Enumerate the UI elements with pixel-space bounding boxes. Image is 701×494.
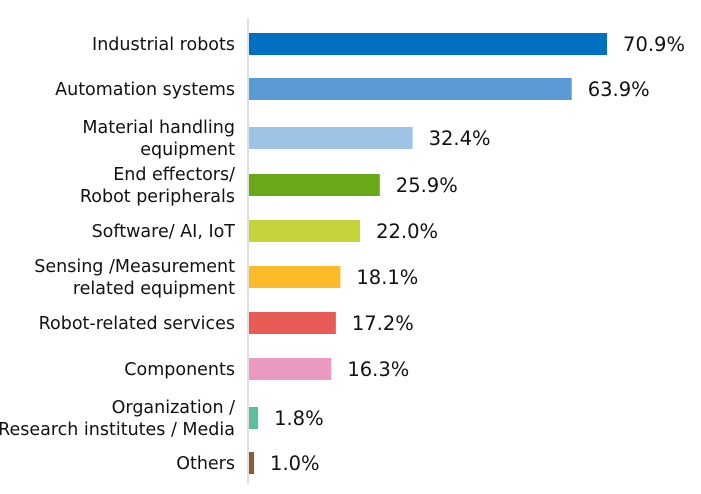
value-label-6: 17.2% xyxy=(352,312,414,335)
bar-4 xyxy=(249,220,361,242)
category-label-5: Sensing /Measurement related equipment xyxy=(34,257,235,299)
bar-7 xyxy=(249,358,332,380)
category-label-8: Organization / Research institutes / Medi… xyxy=(0,398,235,440)
bar-9 xyxy=(249,452,255,474)
value-label-5: 18.1% xyxy=(356,266,418,289)
category-label-2: Material handling equipment xyxy=(82,118,235,160)
value-label-2: 32.4% xyxy=(429,127,491,150)
category-label-7: Components xyxy=(124,360,235,380)
value-label-0: 70.9% xyxy=(623,33,685,56)
value-label-8: 1.8% xyxy=(274,407,324,430)
value-label-9: 1.0% xyxy=(270,452,320,475)
bar-2 xyxy=(249,127,413,149)
category-label-4: Software/ AI, IoT xyxy=(92,222,236,242)
bar-6 xyxy=(249,312,336,334)
bar-0 xyxy=(249,33,608,55)
category-label-6: Robot-related services xyxy=(39,314,235,334)
bar-8 xyxy=(249,407,259,429)
bar-5 xyxy=(249,266,341,288)
bar-3 xyxy=(249,174,380,196)
value-label-3: 25.9% xyxy=(396,174,458,197)
value-label-4: 22.0% xyxy=(376,220,438,243)
value-label-1: 63.9% xyxy=(588,78,650,101)
category-label-1: Automation systems xyxy=(55,80,235,100)
category-label-0: Industrial robots xyxy=(92,35,235,55)
value-label-7: 16.3% xyxy=(347,358,409,381)
category-label-3: End effectors/Robot peripherals xyxy=(80,165,235,207)
category-label-9: Others xyxy=(176,454,235,474)
bar-1 xyxy=(249,78,572,100)
